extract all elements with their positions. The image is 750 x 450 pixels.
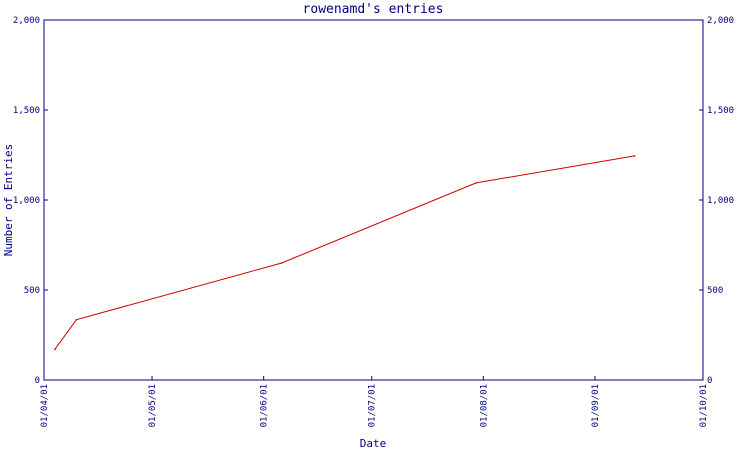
data-point — [475, 182, 477, 184]
data-point — [75, 318, 78, 321]
series-line — [54, 155, 635, 350]
y-tick-label-right: 2,000 — [707, 16, 734, 26]
y-axis-label: Number of Entries — [2, 144, 15, 257]
x-tick-label: 01/08/01 — [479, 384, 489, 427]
y-tick-label-right: 500 — [707, 286, 723, 296]
y-tick-label-left: 500 — [24, 286, 40, 296]
data-point — [54, 348, 56, 351]
plot-area-frame — [43, 19, 704, 381]
x-axis-label: Date — [360, 437, 387, 450]
y-tick-label-left: 0 — [35, 376, 40, 386]
x-tick-label: 01/05/01 — [148, 384, 158, 427]
y-tick-label-right: 1,500 — [707, 106, 734, 116]
right-y-axis: 0 500 1,000 1,500 2,000 — [699, 16, 734, 386]
left-y-axis: 0 500 1,000 1,500 2,000 — [13, 16, 48, 386]
x-axis: 01/04/01 01/05/01 01/06/01 01/07/01 01/08/01… — [40, 376, 709, 427]
y-tick-label-right: 0 — [707, 376, 712, 386]
y-tick-label-left: 1,000 — [13, 196, 40, 206]
series-layer — [54, 155, 636, 351]
y-tick-label-right: 1,000 — [707, 196, 734, 206]
x-tick-label: 01/07/01 — [368, 384, 378, 427]
x-tick-label: 01/04/01 — [40, 384, 50, 427]
y-tick-label-left: 2,000 — [13, 16, 40, 26]
data-point — [280, 262, 283, 264]
x-tick-label: 01/10/01 — [699, 384, 709, 427]
data-point — [633, 155, 636, 157]
x-tick-label: 01/06/01 — [260, 384, 270, 427]
y-tick-label-left: 1,500 — [13, 106, 40, 116]
x-tick-label: 01/09/01 — [591, 384, 601, 427]
chart-title: rowenamd's entries — [303, 2, 444, 17]
